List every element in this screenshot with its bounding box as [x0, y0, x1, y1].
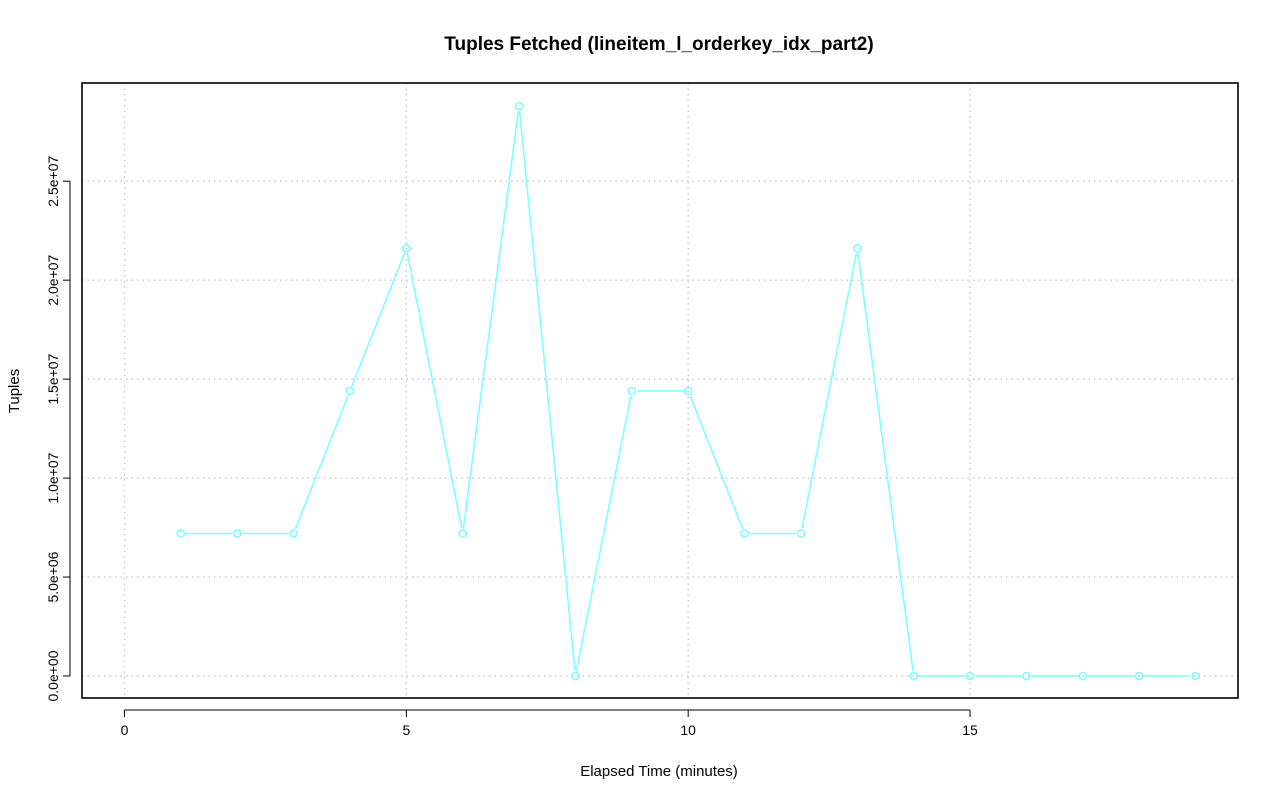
series [176, 101, 1200, 681]
data-point [852, 244, 862, 253]
y-axis: 0.0e+00 5.0e+06 1.0e+07 1.5e+07 2.0e+07 2.5e+… [45, 155, 71, 702]
data-point [571, 671, 580, 681]
x-tick-label: 10 [680, 722, 696, 738]
x-tick-label: 0 [121, 722, 129, 738]
series-line-segment [406, 253, 463, 529]
series-line-segment [801, 253, 858, 529]
series-line-segment [462, 111, 520, 529]
data-point [965, 671, 975, 681]
data-point [1191, 671, 1200, 681]
plot-frame [81, 82, 1239, 699]
y-axis-label: Tuples [6, 369, 23, 413]
series-line-segment [689, 395, 744, 529]
y-tick-label: 1.5e+07 [45, 353, 61, 404]
data-point [796, 529, 806, 538]
data-point [740, 529, 749, 538]
data-point [909, 671, 919, 681]
x-axis: 0 5 10 15 [121, 709, 978, 738]
data-point [627, 386, 637, 396]
series-line-segment [351, 253, 406, 387]
data-point [176, 529, 186, 538]
data-point [289, 529, 299, 538]
x-axis-label: Elapsed Time (minutes) [580, 763, 738, 780]
series-line-segment [518, 111, 576, 671]
series-line-segment [294, 395, 349, 529]
data-point [1078, 671, 1088, 681]
data-point [683, 386, 693, 396]
y-tick-label: 0.0e+00 [45, 650, 61, 701]
data-point [514, 101, 524, 111]
data-point [345, 386, 355, 396]
y-tick-label: 2.5e+07 [45, 155, 61, 206]
data-point [1134, 671, 1144, 681]
y-tick-label: 1.0e+07 [45, 452, 61, 503]
data-point [401, 244, 411, 253]
series-line-segment [857, 253, 914, 671]
data-point [458, 529, 468, 538]
chart-title: Tuples Fetched (lineitem_l_orderkey_idx_… [444, 34, 873, 55]
series-line-segment [575, 395, 632, 672]
y-tick-label: 2.0e+07 [45, 254, 61, 305]
x-tick-label: 5 [402, 722, 410, 738]
y-tick-label: 5.0e+06 [45, 551, 61, 602]
x-tick-label: 15 [962, 722, 978, 738]
data-point [232, 529, 242, 538]
data-point [1021, 671, 1031, 681]
